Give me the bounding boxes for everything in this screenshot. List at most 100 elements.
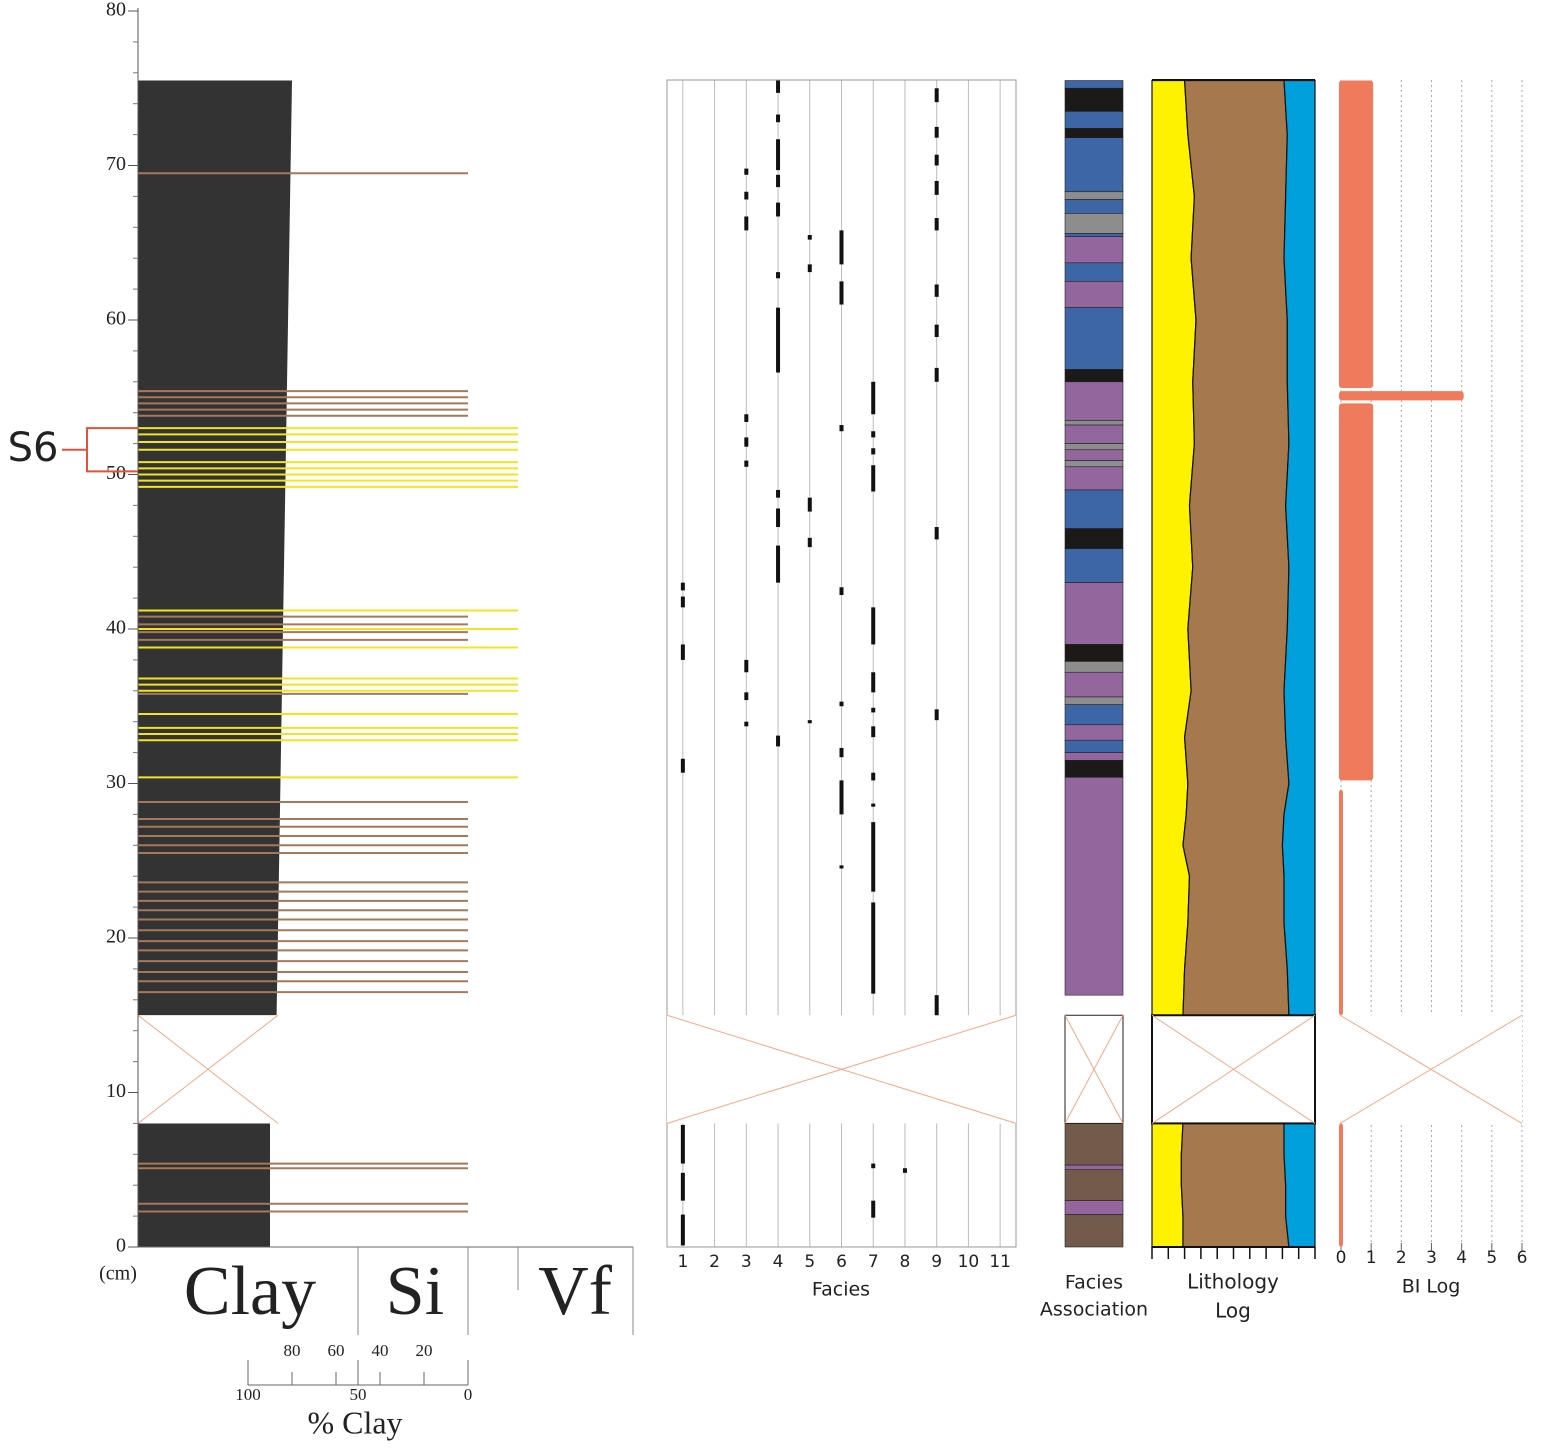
annotation-label: S6 [8,425,59,471]
facies-occurrence [744,414,748,422]
association-band [1065,705,1123,725]
facies-occurrence [744,660,748,672]
facies-occurrence [935,709,939,720]
facies-occurrence [776,175,780,187]
x-tick-label: 8 [900,1252,911,1272]
x-minor-tick-label: 60 [328,1341,345,1360]
x-tick-label: 2 [709,1252,720,1272]
x-axis-label: Facies [1065,1272,1123,1294]
bi-bar [1339,790,1343,1016]
association-band [1065,88,1123,111]
x-tick-label: 2 [1396,1248,1407,1268]
association-band [1065,549,1123,583]
facies-occurrence [871,448,875,454]
association-band [1065,661,1123,672]
association-band [1065,467,1123,490]
x-tick-label: 6 [836,1252,847,1272]
facies-occurrence [776,272,780,278]
association-band [1065,1215,1123,1247]
association-band [1065,450,1123,461]
bi-bar [1339,81,1373,388]
facies-occurrence [840,230,844,264]
facies-occurrence [776,736,780,747]
association-band [1065,753,1123,761]
association-band [1065,1201,1123,1215]
bi-bar [1339,403,1373,780]
x-tick-label: 0 [1336,1248,1347,1268]
association-band [1065,583,1123,645]
association-band [1065,308,1123,370]
x-tick-label: 5 [804,1252,815,1272]
association-band [1065,213,1123,233]
facies-occurrence [776,81,780,93]
facies-occurrence [808,235,812,240]
x-axis-label: Log [1215,1299,1251,1323]
clay-column [138,81,292,1016]
facies-occurrence [840,281,844,304]
facies-occurrence [808,498,812,512]
page: 01020304050607080(cm)ClaySiVf10050080604… [0,0,1542,1448]
facies-occurrence [871,708,875,713]
facies-occurrence [681,759,685,773]
x-axis-label: BI Log [1402,1276,1461,1298]
facies-occurrence [871,1201,875,1218]
facies-occurrence [776,490,780,498]
association-band [1065,697,1123,705]
association-band [1065,672,1123,697]
association-band [1065,81,1123,89]
association-band [1065,111,1123,128]
facies-occurrence [871,804,875,807]
association-band [1065,138,1123,192]
lithology-area [1152,1123,1183,1247]
column-label: Vf [538,1253,613,1330]
column-label: Clay [184,1253,316,1330]
facies-occurrence [871,902,875,993]
y-tick-label: 20 [106,926,126,948]
x-minor-tick-label: 40 [372,1341,389,1360]
association-band [1065,490,1123,529]
facies-occurrence [935,995,939,1015]
association-band [1065,740,1123,752]
facies-occurrence [681,1173,685,1201]
x-tick-label: 1 [1366,1248,1377,1268]
facies-occurrence [808,264,812,272]
x-tick-label: 4 [1456,1248,1467,1268]
facies-occurrence [776,508,780,527]
facies-occurrence [871,672,875,692]
facies-occurrence [840,748,844,757]
bi-bar [1339,391,1464,400]
figure: 01020304050607080(cm)ClaySiVf10050080604… [0,0,1542,1448]
association-band [1065,529,1123,549]
facies-occurrence [776,308,780,373]
facies-occurrence [935,284,939,296]
x-axis-label: Association [1040,1299,1148,1321]
association-band [1065,461,1123,467]
facies-occurrence [871,726,875,737]
x-tick-label: 5 [1486,1248,1497,1268]
facies-occurrence [681,597,685,608]
association-band [1065,192,1123,200]
association-band [1065,760,1123,777]
facies-occurrence [935,127,939,138]
facies-occurrence [744,692,748,700]
y-tick-label: 10 [106,1080,126,1102]
x-tick-label: 50 [350,1385,367,1404]
facies-occurrence [840,702,844,707]
facies-occurrence [935,181,939,195]
association-band [1065,128,1123,137]
facies-occurrence [871,382,875,414]
association-band [1065,237,1123,263]
x-tick-label: 4 [773,1252,784,1272]
association-band [1065,1170,1123,1201]
facies-occurrence [808,538,812,547]
annotation-bracket [62,428,138,471]
association-band [1065,233,1123,236]
facies-occurrence [681,644,685,659]
facies-occurrence [808,720,812,723]
x-tick-label: 0 [464,1385,473,1404]
lithology-area [1181,1123,1289,1247]
facies-occurrence [681,583,685,591]
y-tick-label: 50 [106,462,126,484]
bi-bar [1339,1123,1343,1247]
x-axis-label: % Clay [307,1404,402,1440]
